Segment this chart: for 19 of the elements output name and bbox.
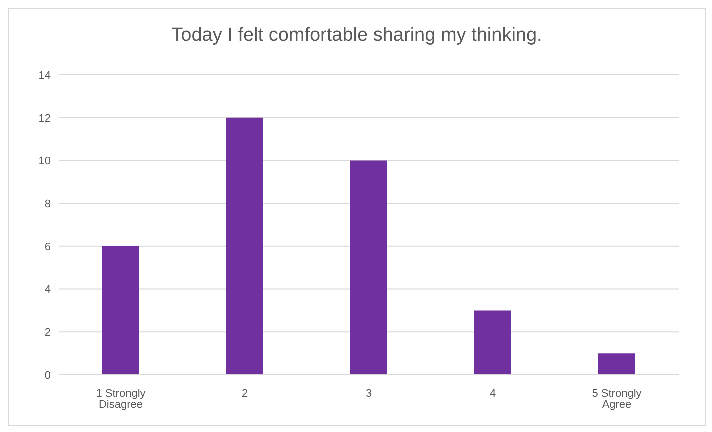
y-tick-label: 0 <box>44 370 51 382</box>
y-tick-label: 14 <box>38 70 51 82</box>
y-tick-label: 2 <box>44 327 51 340</box>
x-tick-label: 3 <box>366 388 372 400</box>
y-tick-label: 10 <box>38 156 51 168</box>
y-tick-label: 8 <box>44 198 51 210</box>
bar <box>474 310 512 375</box>
y-tick-label: 4 <box>44 284 51 296</box>
x-tick-label: 5 Strongly Agree <box>592 388 642 411</box>
x-tick-label: 2 <box>242 388 248 400</box>
y-tick-label: 6 <box>44 241 51 254</box>
bar <box>350 160 388 375</box>
y-tick-label: 12 <box>38 112 51 125</box>
bar <box>598 354 636 375</box>
x-tick-label: 4 <box>490 388 496 400</box>
bar <box>226 118 264 375</box>
bar <box>102 246 140 375</box>
chart-title: Today I felt comfortable sharing my thinking. <box>170 24 544 48</box>
x-tick-label: 1 Strongly Disagree <box>96 388 146 411</box>
